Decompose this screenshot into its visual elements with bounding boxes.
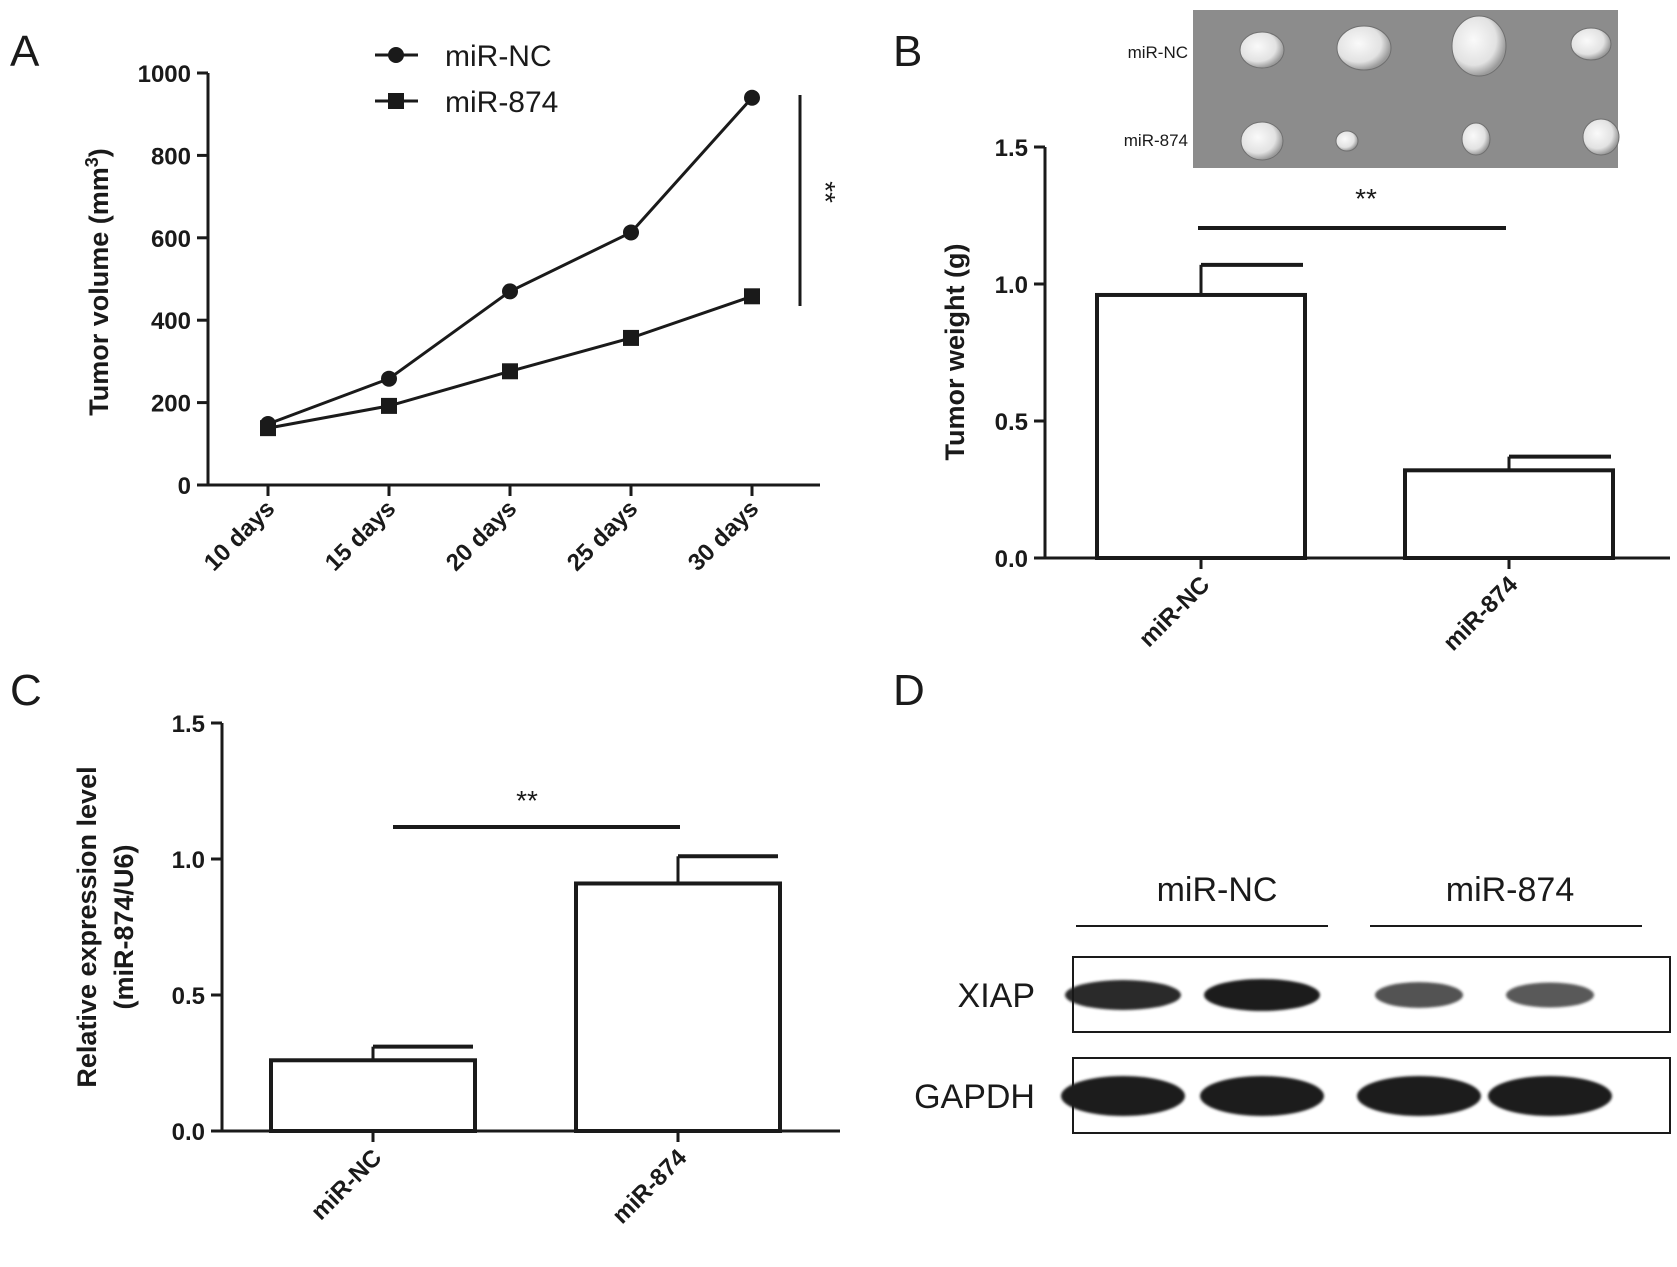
series-line-mir-874: [267, 294, 753, 430]
panel-c-bar-mir-874: [574, 881, 782, 1133]
panel-a-x-tick-label: 20 days: [441, 495, 522, 576]
tumor-specimen: [1570, 27, 1612, 61]
panel-b-significance-label: **: [1355, 183, 1377, 214]
panel-a-significance-label: **: [810, 181, 841, 203]
panel-c-bar-chart: 0.0 0.5 1.0 1.5 miR-NC miR-874 Relative expr…: [72, 711, 840, 1229]
data-point-mir-874: [381, 397, 397, 414]
tumor-specimen: [1335, 130, 1359, 152]
panel-a-y-tick-label: 400: [151, 308, 191, 335]
tumor-specimen: [1239, 31, 1285, 69]
data-point-mir-874: [744, 288, 760, 305]
blot-band-xiap: [1065, 980, 1181, 1010]
panel-b-y-axis-title: Tumor weight (g): [940, 244, 970, 461]
tumor-specimen: [1336, 25, 1392, 71]
panel-c-bar-mir-nc: [269, 1058, 477, 1134]
panel-c-y-axis-title-line-2: (miR-874/U6): [109, 844, 139, 1009]
blot-group-label-mir-874: miR-874: [1446, 871, 1574, 909]
legend-label-mir-874: miR-874: [445, 86, 558, 119]
panel-b-x-tick-label: miR-874: [1438, 571, 1524, 657]
data-point-mir-nc: [502, 283, 518, 300]
tumor-specimen: [1240, 121, 1284, 161]
panel-b-bar-mir-nc: [1095, 292, 1307, 560]
panel-a-legend: miR-NC miR-874: [375, 40, 558, 119]
panel-c-x-tick-label: miR-874: [607, 1144, 693, 1230]
blot-group-label-mir-nc: miR-NC: [1157, 871, 1278, 909]
panel-c-y-axis-title-line-1: Relative expression level: [72, 766, 102, 1087]
panel-b-bar-mir-874: [1403, 468, 1615, 561]
data-point-mir-nc: [744, 89, 760, 106]
blot-band-xiap: [1204, 979, 1320, 1011]
panel-b-y-tick-label: 1.5: [995, 135, 1028, 162]
data-point-mir-874: [502, 363, 518, 380]
legend-marker-mir-874: [388, 93, 404, 109]
tumor-specimen: [1582, 118, 1620, 156]
blot-band-gapdh: [1488, 1076, 1612, 1116]
panel-a-y-tick-label: 0: [178, 473, 191, 500]
data-point-mir-nc: [623, 224, 639, 241]
data-point-mir-874: [260, 420, 276, 437]
blot-band-xiap: [1375, 982, 1463, 1008]
tumor-photo: miR-NC miR-874: [1124, 10, 1620, 168]
photo-label-mir-nc: miR-NC: [1128, 43, 1188, 62]
panel-a-x-tick-label: 25 days: [562, 495, 643, 576]
blot-band-gapdh: [1200, 1076, 1324, 1116]
panel-a-x-tick-label: 10 days: [199, 495, 280, 576]
panel-letter-d: D: [893, 666, 925, 715]
legend-marker-mir-nc: [388, 47, 404, 63]
panel-c-y-tick-label: 1.0: [172, 847, 205, 874]
panel-b-y-tick-label: 1.0: [995, 272, 1028, 299]
panel-a-x-tick-label: 30 days: [683, 495, 764, 576]
panel-c-x-tick-label: miR-NC: [306, 1144, 387, 1225]
panel-d-western-blot: miR-NC miR-874 XIAP GAPDH: [914, 871, 1671, 1134]
panel-b-y-tick-label: 0.0: [995, 546, 1028, 573]
blot-row-label-xiap: XIAP: [958, 977, 1035, 1015]
panel-a-y-tick-label: 200: [151, 391, 191, 418]
blot-band-xiap: [1506, 982, 1594, 1008]
photo-label-mir-874: miR-874: [1124, 131, 1188, 150]
panel-c-y-tick-label: 0.0: [172, 1119, 205, 1146]
panel-a-y-tick-label: 600: [151, 226, 191, 253]
panel-a-y-tick-label: 800: [151, 143, 191, 170]
panel-b-y-tick-label: 0.5: [995, 409, 1028, 436]
data-point-mir-nc: [381, 370, 397, 387]
panel-a-x-tick-label: 15 days: [320, 495, 401, 576]
panel-a-line-chart: 0 200 400 600 800 1000 10 days 15 days 20 days 2…: [82, 40, 841, 577]
tumor-specimen: [1461, 122, 1491, 156]
blot-row-label-gapdh: GAPDH: [914, 1078, 1035, 1116]
tumor-specimen: [1451, 15, 1507, 77]
blot-band-gapdh: [1061, 1076, 1185, 1116]
panel-letter-b: B: [893, 27, 922, 76]
panel-a-y-axis-title: Tumor volume (mm3): [82, 148, 114, 416]
panel-a-y-tick-label: 1000: [138, 61, 191, 88]
panel-c-y-tick-label: 1.5: [172, 711, 205, 738]
legend-label-mir-nc: miR-NC: [445, 40, 552, 73]
panel-b-x-tick-label: miR-NC: [1134, 571, 1215, 652]
panel-letter-c: C: [10, 666, 42, 715]
panel-a-y-axis-title-text: Tumor volume (mm: [84, 167, 114, 416]
panel-a-y-axis-title-superscript: 3: [82, 157, 102, 167]
panel-c-y-tick-label: 0.5: [172, 983, 205, 1010]
blot-band-gapdh: [1357, 1076, 1481, 1116]
panel-c-significance-label: **: [516, 785, 538, 816]
data-point-mir-874: [623, 329, 639, 346]
panel-letter-a: A: [10, 27, 40, 76]
panel-a-y-axis-title-close: ): [84, 148, 114, 157]
panel-b-bar-chart: miR-NC miR-874 0.0 0.5 1.0 1.5 miR-NC miR-87…: [940, 10, 1670, 656]
